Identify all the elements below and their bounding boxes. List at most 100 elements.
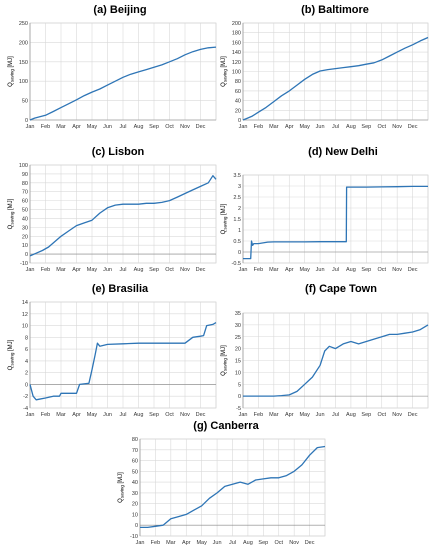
y-tick-label: 140: [232, 50, 241, 56]
x-tick-label: Dec: [305, 540, 315, 546]
y-tick-label: 60: [22, 199, 28, 205]
x-tick-label: Oct: [377, 267, 386, 273]
x-tick-label: Dec: [196, 412, 206, 418]
y-tick-label: -2: [23, 394, 28, 400]
y-tick-label: 30: [235, 323, 241, 329]
x-tick-label: Jun: [316, 267, 325, 273]
x-tick-label: Dec: [196, 267, 206, 273]
y-tick-label: 10: [235, 370, 241, 376]
x-tick-label: Feb: [151, 540, 160, 546]
y-tick-label: 8: [25, 335, 28, 341]
x-tick-label: Aug: [134, 412, 144, 418]
x-tick-label: Jan: [239, 267, 248, 273]
x-tick-label: May: [299, 124, 310, 130]
chart-panel-6: (g) Canberra -10 0 10 20 30 40 50 60 70 80 Jan Feb Ma…: [118, 420, 326, 546]
series-line: [29, 175, 217, 257]
chart-title: (a) Beijing: [93, 4, 146, 16]
y-tick-label: 30: [132, 491, 138, 497]
y-tick-label: 120: [232, 60, 241, 66]
y-tick-label: 100: [232, 70, 241, 76]
series-line: [29, 46, 217, 121]
x-tick-label: Nov: [180, 412, 190, 418]
y-tick-label: 1.5: [233, 217, 241, 223]
y-tick-label: 0: [25, 252, 28, 258]
x-tick-label: Oct: [165, 267, 174, 273]
y-tick-label: 50: [22, 208, 28, 214]
x-tick-label: May: [87, 124, 98, 130]
x-tick-label: Dec: [408, 412, 418, 418]
y-tick-label: 0: [135, 523, 138, 529]
x-tick-label: Sep: [361, 124, 371, 130]
y-axis-label: Qsaving [MJ]: [221, 203, 228, 234]
x-tick-label: Sep: [258, 540, 268, 546]
y-axis-label: Qsaving [MJ]: [221, 345, 228, 376]
x-tick-label: Nov: [180, 267, 190, 273]
y-tick-label: 0: [25, 118, 28, 124]
x-tick-label: Nov: [392, 267, 402, 273]
y-axis-label: Qsaving [MJ]: [221, 56, 228, 87]
y-tick-label: 70: [22, 190, 28, 196]
y-tick-label: 30: [22, 225, 28, 231]
chart-title: (d) New Delhi: [308, 146, 378, 158]
y-tick-label: -5: [236, 406, 241, 412]
x-tick-label: Feb: [254, 267, 263, 273]
y-tick-label: 10: [132, 512, 138, 518]
y-tick-label: 3.5: [233, 173, 241, 179]
x-tick-label: Oct: [377, 412, 386, 418]
x-tick-label: Jun: [316, 412, 325, 418]
y-tick-label: 60: [132, 459, 138, 465]
x-tick-label: Sep: [149, 124, 159, 130]
x-tick-label: Sep: [149, 412, 159, 418]
x-tick-label: Dec: [196, 124, 206, 130]
y-tick-label: 0: [238, 394, 241, 400]
x-tick-label: Jan: [239, 124, 248, 130]
y-tick-label: 4: [25, 359, 28, 365]
series-line: [243, 185, 428, 260]
y-tick-label: 80: [22, 181, 28, 187]
y-tick-label: 2: [25, 371, 28, 377]
y-tick-label: 0.5: [233, 239, 241, 245]
chart-panel-1: (b) Baltimore 0 20 40 60 80 100 120 140 160 180 200…: [221, 4, 429, 130]
x-tick-label: Jul: [332, 412, 339, 418]
series-line: [243, 324, 429, 397]
chart-title: (f) Cape Town: [305, 283, 377, 295]
x-tick-label: Dec: [408, 124, 418, 130]
x-tick-label: Jul: [119, 267, 126, 273]
y-tick-label: 70: [132, 448, 138, 454]
x-tick-label: Feb: [41, 124, 50, 130]
x-tick-label: Apr: [285, 124, 294, 130]
y-tick-label: 160: [232, 40, 241, 46]
x-tick-label: Jan: [136, 540, 145, 546]
x-tick-label: Aug: [134, 267, 144, 273]
y-tick-label: 1: [238, 228, 241, 234]
x-tick-label: Nov: [392, 124, 402, 130]
x-tick-label: Mar: [56, 267, 66, 273]
y-tick-label: 200: [232, 21, 241, 27]
y-tick-label: 2.5: [233, 195, 241, 201]
chart-title: (b) Baltimore: [301, 4, 369, 16]
x-tick-label: Feb: [41, 267, 50, 273]
y-tick-label: 20: [22, 234, 28, 240]
y-tick-label: 100: [19, 79, 28, 85]
x-tick-label: Jul: [229, 540, 236, 546]
x-tick-label: Aug: [134, 124, 144, 130]
y-axis-label: Qsaving [MJ]: [118, 472, 125, 503]
y-tick-label: 10: [22, 243, 28, 249]
y-tick-label: 25: [235, 335, 241, 341]
y-tick-label: 0: [238, 118, 241, 124]
y-tick-label: 100: [19, 163, 28, 169]
x-tick-label: Aug: [243, 540, 253, 546]
series-line: [242, 36, 429, 121]
x-tick-label: May: [87, 267, 98, 273]
y-tick-label: 12: [22, 312, 28, 318]
x-tick-label: Apr: [72, 267, 81, 273]
x-tick-label: Feb: [254, 124, 263, 130]
y-tick-label: 20: [235, 347, 241, 353]
x-tick-label: May: [87, 412, 98, 418]
y-tick-label: -0.5: [232, 261, 241, 267]
x-tick-label: Apr: [72, 412, 81, 418]
chart-title: (c) Lisbon: [92, 146, 145, 158]
x-tick-label: Apr: [285, 412, 294, 418]
x-tick-label: Sep: [361, 267, 371, 273]
